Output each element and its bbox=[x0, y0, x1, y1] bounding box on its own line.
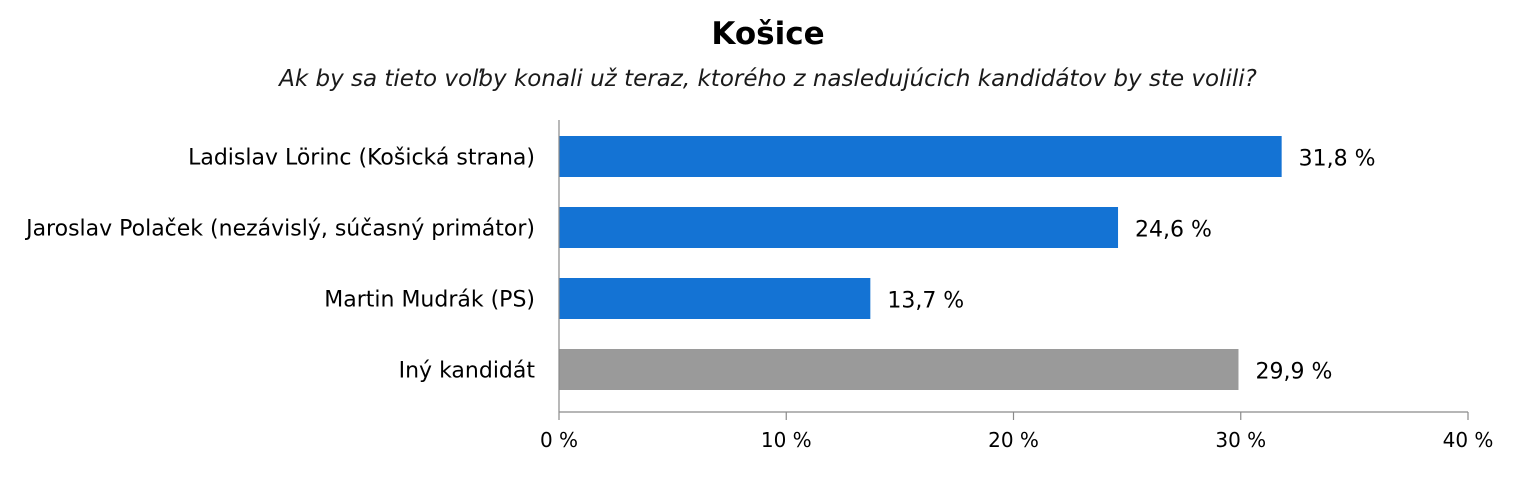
value-label: 24,6 % bbox=[1135, 218, 1212, 243]
category-label: Jaroslav Polaček (nezávislý, súčasný pri… bbox=[24, 217, 535, 242]
chart-subtitle: Ak by sa tieto voľby konali už teraz, kt… bbox=[279, 66, 1257, 92]
bar bbox=[559, 207, 1119, 248]
value-label: 29,9 % bbox=[1255, 360, 1332, 385]
x-tick-label: 0 % bbox=[540, 428, 578, 452]
bar bbox=[559, 136, 1282, 177]
category-label: Ladislav Lörinc (Košická strana) bbox=[188, 146, 535, 171]
category-label: Iný kandidát bbox=[399, 359, 536, 384]
bar bbox=[559, 349, 1239, 390]
value-label: 13,7 % bbox=[887, 289, 964, 314]
chart-title: Košice bbox=[711, 16, 825, 52]
x-tick-label: 20 % bbox=[988, 428, 1039, 452]
value-label: 31,8 % bbox=[1299, 147, 1376, 172]
x-tick-label: 40 % bbox=[1443, 428, 1494, 452]
bars-layer: Ladislav Lörinc (Košická strana) 31,8 % Ja… bbox=[24, 136, 1376, 390]
axes-layer: 0 % 10 % 20 % 30 % 40 % bbox=[540, 120, 1493, 452]
category-label: Martin Mudrák (PS) bbox=[324, 288, 535, 313]
bar bbox=[559, 278, 871, 319]
x-tick-label: 10 % bbox=[761, 428, 812, 452]
x-tick-label: 30 % bbox=[1215, 428, 1266, 452]
